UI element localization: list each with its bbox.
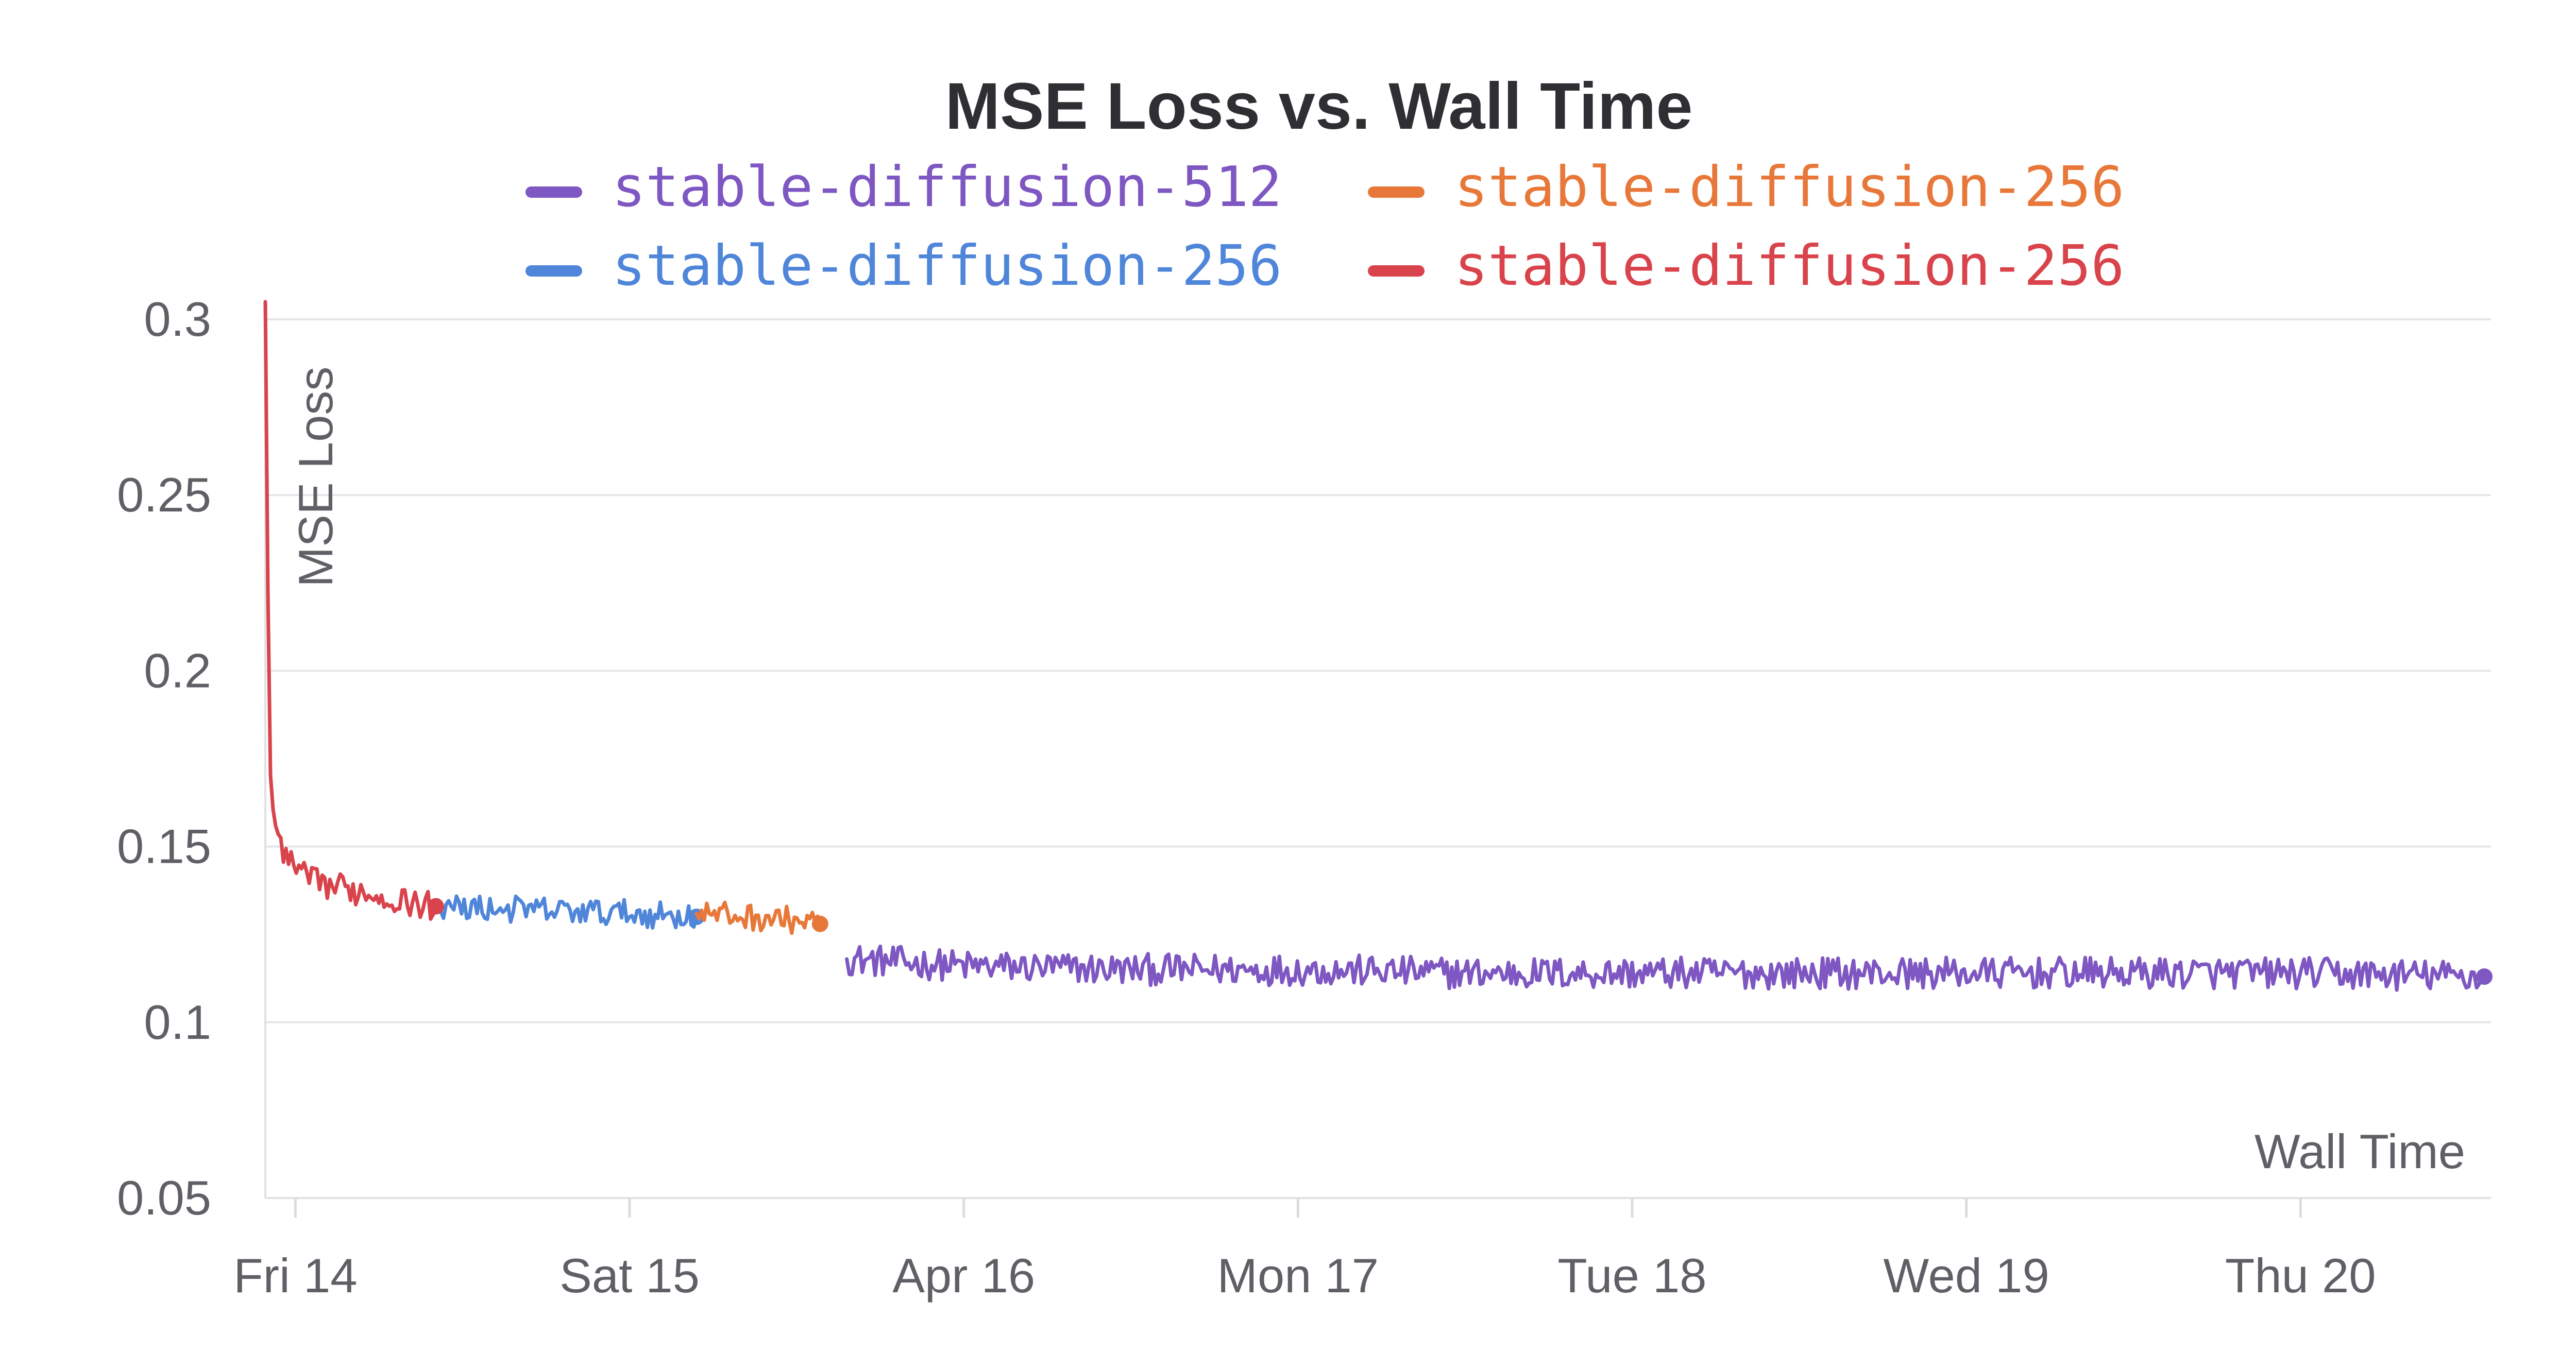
x-tick-label-1: Sat 15 (560, 1249, 700, 1303)
y-tick-label-3: 0.2 (144, 643, 211, 697)
legend-label-1: stable-diffusion-256 (1454, 155, 2124, 219)
legend-swatch-2 (526, 265, 582, 277)
legend-label-0: stable-diffusion-512 (612, 155, 1282, 219)
x-tick-label-5: Wed 19 (1883, 1249, 2049, 1303)
legend-swatch-1 (1368, 186, 1425, 198)
series-line-3 (263, 300, 438, 921)
y-tick-label-0: 0.05 (117, 1171, 211, 1225)
series-line-1 (694, 900, 822, 935)
series-end-point-0 (2476, 968, 2493, 985)
y-tick-label-5: 0.3 (144, 292, 211, 346)
series-line-2 (434, 894, 699, 930)
y-tick-label-4: 0.25 (117, 468, 211, 522)
x-tick-label-3: Mon 17 (1217, 1249, 1379, 1303)
x-tick-label-6: Thu 20 (2225, 1249, 2376, 1303)
x-tick-label-0: Fri 14 (233, 1249, 357, 1303)
legend-label-3: stable-diffusion-256 (1454, 234, 2124, 298)
series-layer (263, 300, 2493, 992)
x-tick-label-4: Tue 18 (1557, 1249, 1706, 1303)
x-tick-label-2: Apr 16 (892, 1249, 1035, 1303)
gridlines (265, 318, 2491, 1023)
legend-swatch-0 (526, 186, 582, 198)
y-axis-label: MSE Loss (289, 367, 343, 587)
axes (264, 319, 2491, 1199)
legend-swatch-3 (1368, 265, 1425, 277)
series-end-point-1 (811, 915, 828, 932)
legend: stable-diffusion-512 stable-diffusion-256… (526, 155, 2124, 298)
y-ticks: 0.05 0.1 0.15 0.2 0.25 0.3 (117, 292, 211, 1225)
series-line-0 (845, 944, 2486, 992)
chart-title: MSE Loss vs. Wall Time (945, 70, 1692, 143)
y-tick-label-1: 0.1 (144, 995, 211, 1049)
x-axis-label: Wall Time (2255, 1124, 2465, 1178)
series-end-point-3 (427, 898, 444, 915)
legend-label-2: stable-diffusion-256 (612, 234, 1282, 298)
x-ticks: Fri 14 Sat 15 Apr 16 Mon 17 Tue 18 Wed 19 Thu … (233, 1198, 2376, 1303)
y-tick-label-2: 0.15 (117, 819, 211, 874)
